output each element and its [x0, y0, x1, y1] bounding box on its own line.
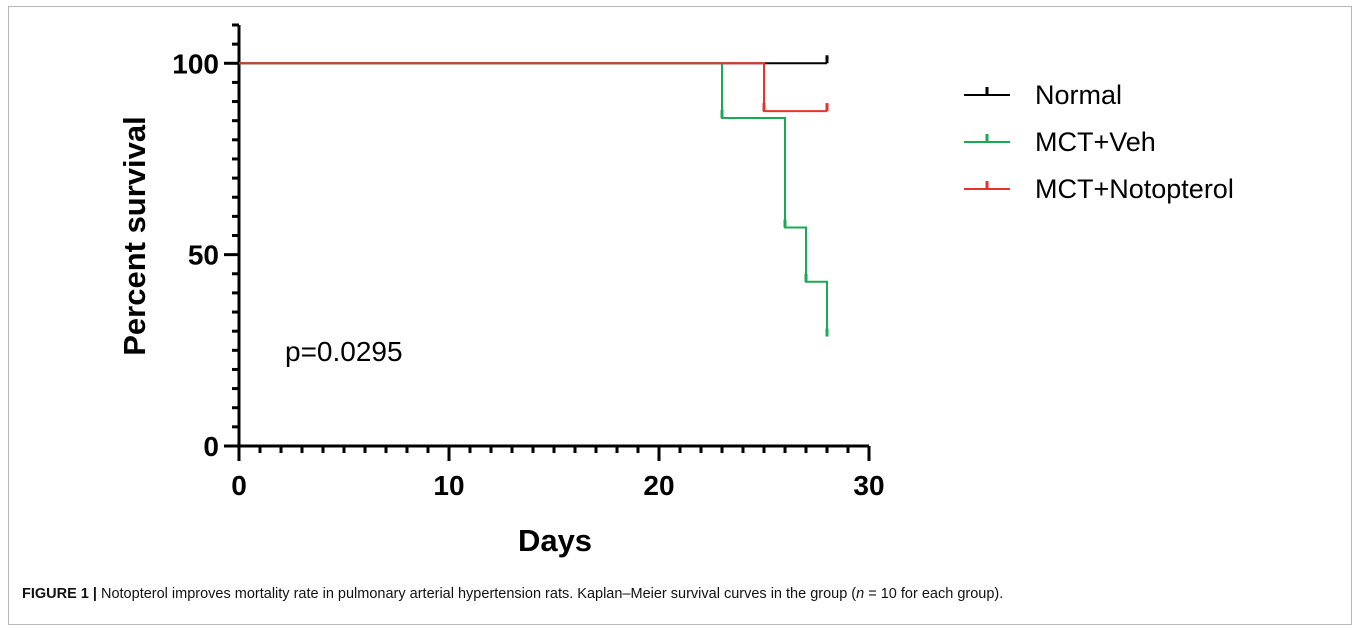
axes: 0 50 100 0 10 20 30 [172, 23, 885, 501]
figure-frame [8, 6, 1352, 625]
figure-caption: FIGURE 1 | Notopterol improves mortality… [22, 586, 1342, 602]
survival-chart: 0 50 100 0 10 20 30 Percent survival Days p=0.… [117, 23, 1234, 558]
caption-n-symbol: n [856, 586, 865, 602]
y-axis-label: Percent survival [117, 116, 152, 356]
caption-text-part1: Notopterol improves mortality rate in pu… [96, 586, 857, 602]
series-layer [239, 55, 829, 337]
legend-label-mct-notopterol: MCT+Notopterol [1035, 174, 1234, 204]
legend-label-normal: Normal [1035, 80, 1122, 110]
y-tick-label: 0 [203, 431, 219, 462]
y-tick-label: 100 [172, 48, 219, 79]
x-tick-label: 0 [231, 470, 247, 501]
x-axis-label: Days [518, 523, 592, 558]
caption-label: FIGURE 1 | [22, 586, 97, 602]
series-line-mct-notopterol [239, 62, 827, 113]
x-tick-label: 10 [433, 470, 464, 501]
legend: Normal MCT+Veh MCT+Notopterol [964, 80, 1234, 204]
y-tick-label: 50 [188, 240, 219, 271]
series-line-mct-veh [239, 62, 828, 337]
caption-text-part2: = 10 for each group). [864, 586, 1004, 602]
x-tick-label: 20 [643, 470, 674, 501]
x-tick-label: 30 [853, 470, 884, 501]
p-value-annotation: p=0.0295 [285, 336, 403, 367]
legend-label-mct-veh: MCT+Veh [1035, 127, 1156, 157]
